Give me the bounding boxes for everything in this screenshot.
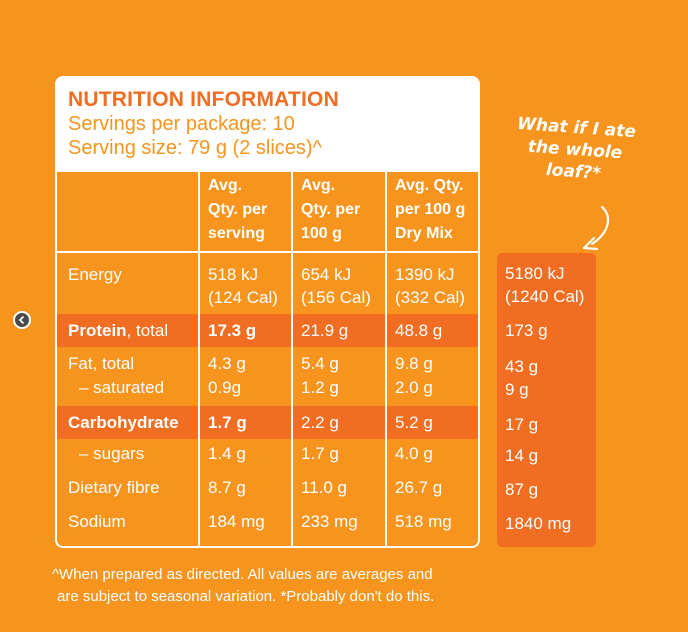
fat-dry-mix: 9.8 g: [395, 354, 433, 373]
whole-loaf-fat: 43 g: [505, 357, 539, 376]
back-arrow-icon: [18, 315, 25, 325]
fat-per-100g: 5.4 g: [301, 354, 339, 373]
carbohydrate-dry-mix: 5.2 g: [395, 413, 433, 432]
servings-per-package: Servings per package: 10: [68, 113, 295, 135]
fibre-serving: 8.7 g: [208, 478, 246, 497]
back-button[interactable]: [13, 311, 31, 329]
panel-header: NUTRITION INFORMATION Servings per packa…: [57, 78, 478, 172]
energy-serving: 518 kJ (124 Cal): [208, 265, 278, 307]
sodium-label: Sodium: [68, 512, 126, 531]
footnote: ^When prepared as directed. All values a…: [52, 566, 435, 605]
carbohydrate-per-100g: 2.2 g: [301, 413, 339, 432]
carbohydrate-label: Carbohydrate: [68, 413, 179, 432]
fibre-label: Dietary fibre: [68, 478, 160, 497]
protein-per-100g: 21.9 g: [301, 321, 349, 340]
column-header-dry-mix: Avg. Qty. per 100 g Dry Mix: [395, 177, 466, 242]
whole-loaf-sodium: 1840 mg: [505, 514, 572, 533]
fat-serving: 4.3 g: [208, 354, 246, 373]
energy-label: Energy: [68, 265, 122, 284]
whole-loaf-fibre: 87 g: [505, 480, 539, 499]
column-header-serving: Avg. Qty. per serving: [208, 177, 268, 242]
fibre-dry-mix: 26.7 g: [395, 478, 443, 497]
saturated-serving: 0.9g: [208, 378, 242, 397]
carbohydrate-row-highlight: [57, 406, 478, 439]
column-divider: [291, 172, 293, 546]
nutrition-table: Avg. Qty. per serving Avg. Qty. per 100 g Av…: [57, 172, 478, 546]
protein-label: Protein, total: [68, 321, 169, 340]
column-header-per-100g: Avg. Qty. per 100 g: [301, 177, 361, 242]
sodium-serving: 184 mg: [208, 512, 265, 531]
saturated-per-100g: 1.2 g: [301, 378, 339, 397]
nutrition-panel: NUTRITION INFORMATION Servings per packa…: [55, 76, 480, 548]
sugars-label: – sugars: [79, 444, 145, 463]
energy-dry-mix: 1390 kJ (332 Cal): [395, 265, 465, 307]
whole-loaf-energy: 5180 kJ (1240 Cal): [505, 264, 585, 306]
column-divider: [198, 172, 200, 546]
fibre-per-100g: 11.0 g: [301, 478, 348, 497]
carbohydrate-serving: 1.7 g: [208, 413, 247, 432]
protein-row-highlight: [57, 314, 478, 347]
sugars-per-100g: 1.7 g: [301, 444, 339, 463]
serving-size: Serving size: 79 g (2 slices)^: [68, 137, 322, 159]
protein-serving: 17.3 g: [208, 321, 257, 340]
whole-loaf-quip: What if I ate the whole loaf?*: [516, 113, 637, 184]
whole-loaf-protein: 173 g: [505, 321, 548, 340]
sugars-dry-mix: 4.0 g: [395, 444, 433, 463]
header-divider: [57, 251, 478, 253]
saturated-label: – saturated: [79, 378, 165, 397]
whole-loaf-carbohydrate: 17 g: [505, 415, 539, 434]
energy-per-100g: 654 kJ (156 Cal): [301, 265, 371, 307]
whole-loaf-sugars: 14 g: [505, 446, 539, 465]
fat-label: Fat, total: [68, 354, 135, 373]
sodium-dry-mix: 518 mg: [395, 512, 452, 531]
saturated-dry-mix: 2.0 g: [395, 378, 433, 397]
curved-arrow-icon: [582, 205, 610, 251]
panel-title: NUTRITION INFORMATION: [68, 88, 339, 111]
sodium-per-100g: 233 mg: [301, 512, 358, 531]
protein-dry-mix: 48.8 g: [395, 321, 443, 340]
whole-loaf-column: 5180 kJ (1240 Cal) 173 g 43 g 9 g 17 g 14…: [497, 253, 596, 547]
whole-loaf-saturated: 9 g: [505, 380, 529, 399]
sugars-serving: 1.4 g: [208, 444, 246, 463]
column-divider: [385, 172, 387, 546]
